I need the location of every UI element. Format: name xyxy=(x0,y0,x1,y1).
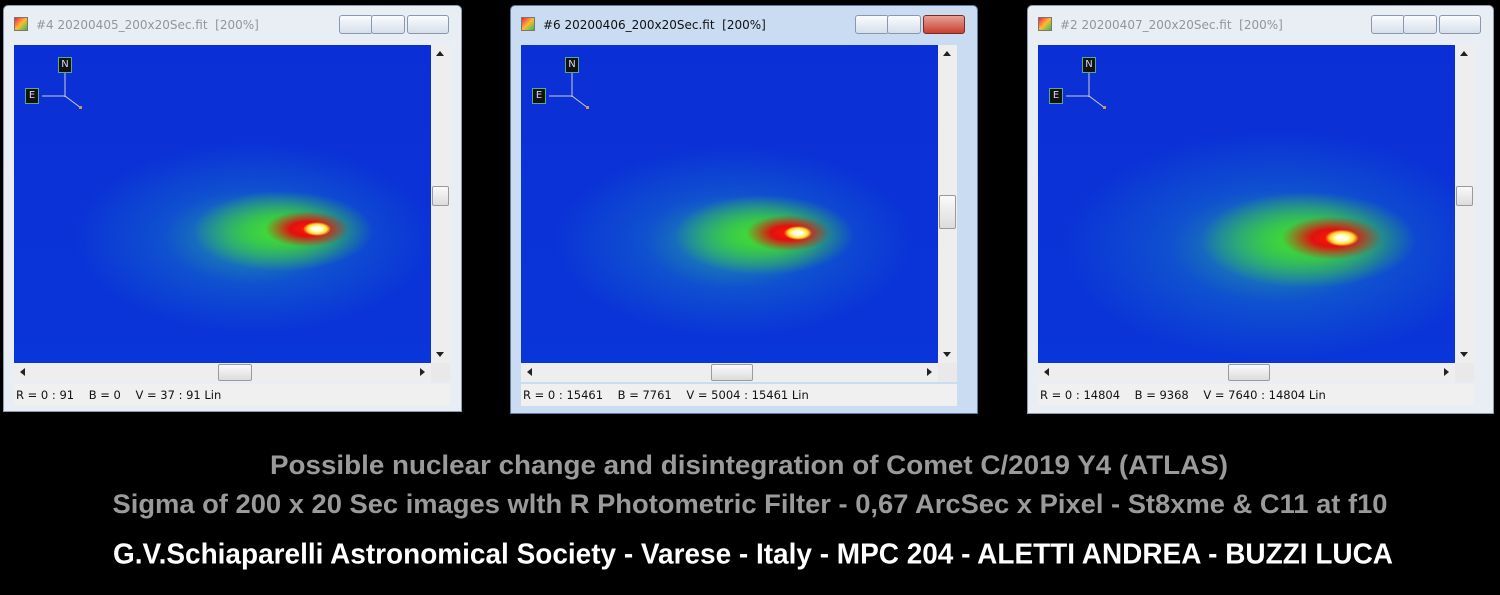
scroll-up xyxy=(943,51,951,56)
scroll-left xyxy=(1044,368,1049,376)
window-title: #4 20200405_200x20Sec.fit [200%] xyxy=(36,18,259,32)
scroll-down xyxy=(1460,352,1468,357)
compass-north: N xyxy=(58,57,72,73)
vertical-scrollbar[interactable] xyxy=(1455,45,1474,363)
status-bar: R = 0 : 15461 B = 7761 V = 5004 : 15461 … xyxy=(521,384,957,406)
caption-line: Possible nuclear change and disintegrati… xyxy=(270,450,1228,480)
scroll-up xyxy=(1460,51,1468,56)
compass xyxy=(549,73,589,109)
compass xyxy=(1066,73,1106,109)
caption-line: Sigma of 200 x 20 Sec images wlth R Phot… xyxy=(113,489,1388,519)
scroll-thumb xyxy=(1456,186,1473,206)
scroll-corner xyxy=(938,363,957,382)
image-window: #4 20200405_200x20Sec.fit [200%] N E R = 0 … xyxy=(3,5,462,412)
scroll-thumb xyxy=(432,186,449,206)
scroll-thumb xyxy=(1228,364,1270,381)
status-bar: R = 0 : 91 B = 0 V = 37 : 91 Lin xyxy=(14,384,450,406)
window-title: #2 20200407_200x20Sec.fit [200%] xyxy=(1060,18,1283,32)
scroll-thumb xyxy=(218,364,252,381)
minimize-button[interactable] xyxy=(855,15,889,34)
scroll-up xyxy=(436,51,444,56)
horizontal-scrollbar[interactable] xyxy=(521,363,938,382)
close-button[interactable] xyxy=(923,15,965,34)
scroll-left xyxy=(527,368,532,376)
minimize-button[interactable] xyxy=(339,15,373,34)
scroll-left xyxy=(20,368,25,376)
image-window: #6 20200406_200x20Sec.fit [200%] N E R = 0 … xyxy=(510,5,978,414)
vertical-scrollbar[interactable] xyxy=(431,45,450,363)
compass-east: E xyxy=(25,88,39,104)
maximize-button[interactable] xyxy=(371,15,405,34)
horizontal-scrollbar[interactable] xyxy=(14,363,431,382)
scroll-right xyxy=(420,368,425,376)
scroll-down xyxy=(943,352,951,357)
compass-north: N xyxy=(1082,57,1096,73)
compass-north: N xyxy=(565,57,579,73)
image-window: #2 20200407_200x20Sec.fit [200%] N E R = 0 … xyxy=(1027,5,1494,414)
window-title: #6 20200406_200x20Sec.fit [200%] xyxy=(543,18,766,32)
scroll-thumb xyxy=(939,195,956,229)
vertical-scrollbar[interactable] xyxy=(938,45,957,363)
compass xyxy=(42,73,82,109)
window-icon xyxy=(1038,17,1052,31)
caption-line: G.V.Schiaparelli Astronomical Society - … xyxy=(113,539,1393,571)
maximize-button[interactable] xyxy=(887,15,921,34)
window-icon xyxy=(521,17,535,31)
scroll-right xyxy=(927,368,932,376)
scroll-right xyxy=(1444,368,1449,376)
horizontal-scrollbar[interactable] xyxy=(1038,363,1455,382)
close-button[interactable] xyxy=(1439,15,1481,34)
status-bar: R = 0 : 14804 B = 9368 V = 7640 : 14804 … xyxy=(1038,384,1474,406)
minimize-button[interactable] xyxy=(1371,15,1405,34)
scroll-down xyxy=(436,352,444,357)
maximize-button[interactable] xyxy=(1403,15,1437,34)
scroll-thumb xyxy=(711,364,753,381)
close-button[interactable] xyxy=(407,15,449,34)
window-icon xyxy=(14,17,28,31)
scroll-corner xyxy=(431,363,450,382)
scroll-corner xyxy=(1455,363,1474,382)
compass-east: E xyxy=(532,88,546,104)
compass-east: E xyxy=(1049,88,1063,104)
